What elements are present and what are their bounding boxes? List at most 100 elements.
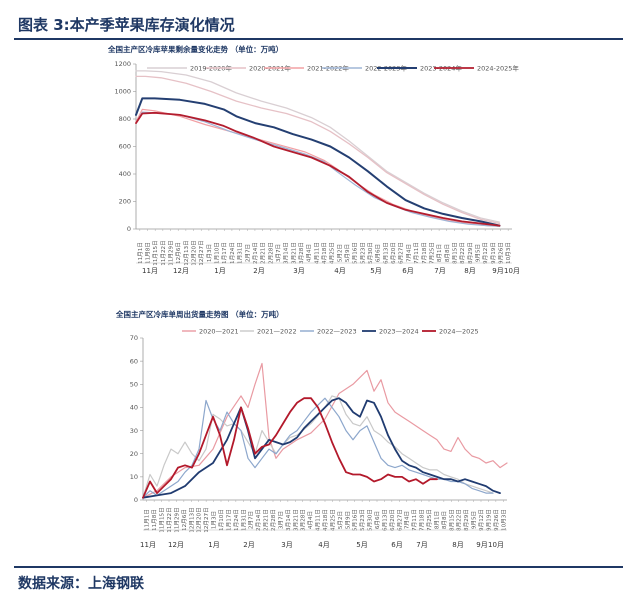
x-tick-label: 5月23日 [359, 242, 366, 264]
legend-label: 2024-2025年 [477, 63, 519, 72]
x-tick-label: 4月4日 [306, 244, 313, 262]
series-line [142, 395, 494, 499]
series-line [135, 70, 501, 223]
month-label: 8月 [452, 541, 463, 549]
series-line [135, 75, 501, 225]
x-tick-label: 3月7日 [275, 244, 282, 262]
x-tick-label: 6月27日 [398, 242, 405, 264]
y-tick-label: 70 [130, 334, 138, 342]
x-tick-label: 1月17日 [225, 509, 232, 531]
chart-title: 全国主产区冷库单周出货量走势图 （单位：万吨） [115, 309, 284, 319]
x-tick-label: 3月21日 [292, 509, 299, 531]
month-label: 11月 [140, 541, 156, 549]
chart-2: 全国主产区冷库单周出货量走势图 （单位：万吨） 0 10 20 30 40 50 60 70 11… [115, 309, 508, 549]
x-tick-label: 1月10日 [214, 242, 221, 264]
y-tick-label: 400 [119, 170, 131, 178]
x-tick-label: 5月30日 [367, 242, 374, 264]
x-tick-label: 1月31日 [240, 509, 247, 531]
x-tick-label: 6月13日 [382, 242, 389, 264]
x-tick-label: 7月4日 [404, 511, 411, 529]
series-line [142, 362, 508, 499]
x-tick-label: 7月4日 [405, 244, 412, 262]
x-tick-label: 11月22日 [166, 507, 173, 532]
figure-title: 图表 3:本产季苹果库存演化情况 [18, 16, 235, 34]
x-tick-label: 7月11日 [411, 509, 418, 531]
x-tick-label: 6月27日 [396, 509, 403, 531]
x-tick-label: 8月15日 [448, 509, 455, 531]
x-tick-label: 8月1日 [436, 244, 443, 262]
y-tick-label: 40 [130, 404, 138, 412]
x-tick-label: 11月22日 [160, 240, 167, 265]
month-label: 3月 [281, 541, 292, 549]
x-tick-label: 5月23日 [359, 509, 366, 531]
x-tick-label: 5月30日 [367, 509, 374, 531]
source-note: 数据来源：上海钢联 [18, 576, 144, 592]
x-tick-label: 12月27日 [203, 507, 210, 532]
x-tick-label: 6月13日 [381, 509, 388, 531]
x-tick-label: 7月11日 [413, 242, 420, 264]
x-tick-label: 6月20日 [389, 509, 396, 531]
x-tick-label: 8月22日 [456, 509, 463, 531]
x-tick-label: 9月26日 [497, 242, 504, 264]
y-tick-label: 30 [130, 427, 138, 435]
series-line [142, 397, 501, 499]
x-tick-label: 10月3日 [500, 509, 507, 531]
x-tick-label: 3月14日 [285, 509, 292, 531]
x-tick-label: 12月13日 [183, 240, 190, 265]
month-label: 11月 [142, 267, 158, 275]
x-tick-label: 8月29日 [463, 509, 470, 531]
y-tick-label: 800 [119, 115, 131, 123]
legend-label: 2023—2024 [379, 327, 419, 335]
y-tick-label: 50 [130, 380, 138, 388]
month-label: 6月 [402, 267, 413, 275]
x-tick-label: 3月28日 [300, 509, 307, 531]
legend-label: 2020—2021 [199, 327, 239, 335]
x-tick-label: 2月7日 [248, 511, 255, 529]
legend-label: 2024—2025 [439, 327, 479, 335]
month-label: 4月 [334, 267, 345, 275]
x-tick-label: 8月15日 [451, 242, 458, 264]
series-line [135, 108, 501, 227]
x-tick-label: 12月6日 [181, 509, 188, 531]
x-tick-label: 5月2日 [337, 511, 344, 529]
x-tick-label: 1月3日 [211, 511, 218, 529]
series-line [135, 111, 501, 227]
x-tick-label: 3月28日 [298, 242, 305, 264]
x-tick-label: 11月15日 [159, 507, 166, 532]
month-label: 3月 [293, 267, 304, 275]
bottom-rule [14, 566, 623, 568]
x-tick-label: 9月12日 [478, 509, 485, 531]
x-tick-label: 7月25日 [426, 509, 433, 531]
x-tick-label: 3月21日 [290, 242, 297, 264]
y-tick-label: 60 [130, 357, 138, 365]
x-tick-label: 8月8日 [441, 511, 448, 529]
x-tick-label: 8月1日 [433, 511, 440, 529]
month-label: 9月 [476, 541, 487, 549]
x-tick-label: 9月26日 [493, 509, 500, 531]
month-label: 2月 [253, 267, 264, 275]
month-label: 5月 [356, 541, 367, 549]
x-tick-label: 12月6日 [175, 242, 182, 264]
x-tick-label: 1月24日 [233, 509, 240, 531]
month-label: 4月 [318, 541, 329, 549]
x-tick-label: 12月27日 [198, 240, 205, 265]
month-label: 5月 [370, 267, 381, 275]
x-tick-label: 11月1日 [137, 242, 144, 264]
x-tick-label: 2月28日 [270, 509, 277, 531]
month-label: 12月 [173, 267, 189, 275]
y-tick-label: 1200 [114, 60, 131, 68]
x-tick-label: 11月8日 [151, 509, 158, 531]
series-line [142, 397, 438, 499]
x-tick-label: 6月20日 [390, 242, 397, 264]
x-tick-label: 1月17日 [221, 242, 228, 264]
x-tick-label: 10月3日 [505, 242, 512, 264]
x-tick-label: 2月14日 [252, 242, 259, 264]
y-tick-label: 200 [119, 198, 131, 206]
series-line [135, 111, 501, 227]
month-label: 7月 [434, 267, 445, 275]
x-tick-label: 2月21日 [260, 242, 267, 264]
x-tick-label: 9月19日 [485, 509, 492, 531]
x-tick-label: 7月18日 [419, 509, 426, 531]
x-tick-label: 11月1日 [144, 509, 151, 531]
